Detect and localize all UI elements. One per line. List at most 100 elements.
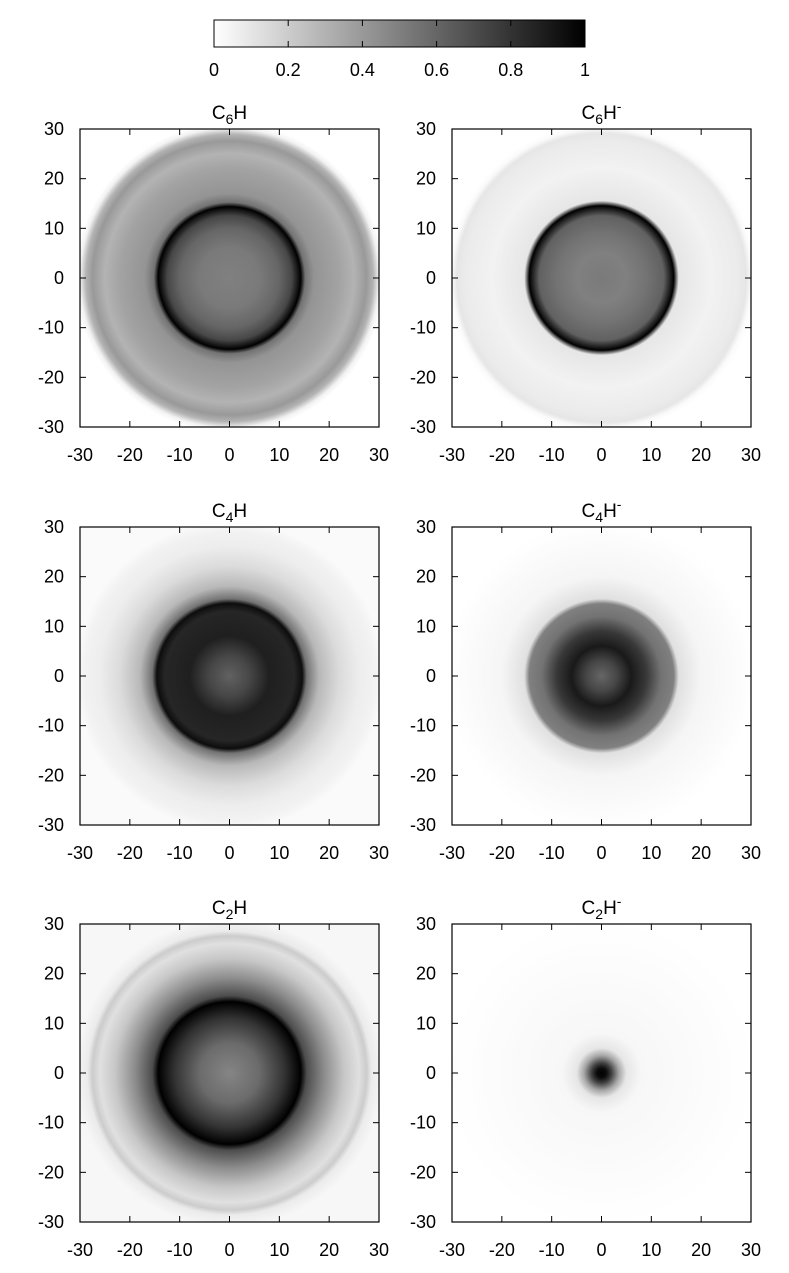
colorbar-tick-label: 1 bbox=[580, 60, 590, 80]
y-tick-label: 30 bbox=[44, 914, 64, 934]
x-tick-label: -10 bbox=[539, 445, 565, 465]
y-tick-label: -10 bbox=[38, 1113, 64, 1133]
heatmap-panel: -30 -20 -10 0 10 20 30 -30 -20 -10 0 10 20 30 C2H- bbox=[410, 893, 761, 1260]
x-tick-label: 10 bbox=[269, 843, 289, 863]
x-tick-label: 10 bbox=[269, 1240, 289, 1260]
y-tick-label: 10 bbox=[44, 616, 64, 636]
panel-title: C4H- bbox=[582, 496, 622, 525]
y-tick-label: 30 bbox=[416, 119, 436, 139]
y-tick-label: -20 bbox=[38, 367, 64, 387]
x-tick-label: 20 bbox=[319, 445, 339, 465]
colorbar-tick-label: 0.4 bbox=[350, 60, 375, 80]
colorbar-tick-label: 0.8 bbox=[498, 60, 523, 80]
x-tick-label: 0 bbox=[596, 1240, 606, 1260]
x-tick-label: -20 bbox=[117, 1240, 143, 1260]
y-tick-label: -10 bbox=[38, 716, 64, 736]
x-tick-label: -20 bbox=[489, 445, 515, 465]
heatmap-panel: -30 -20 -10 0 10 20 30 -30 -20 -10 0 10 20 30 C4H- bbox=[410, 496, 761, 863]
heatmap-intensity bbox=[80, 527, 379, 825]
y-tick-label: 0 bbox=[426, 1063, 436, 1083]
heatmap-intensity bbox=[452, 527, 751, 825]
heatmap-panel: -30 -20 -10 0 10 20 30 -30 -20 -10 0 10 20 30 C6H- bbox=[410, 98, 761, 465]
y-tick-label: 0 bbox=[426, 666, 436, 686]
heatmap-panel: -30 -20 -10 0 10 20 30 -30 -20 -10 0 10 20 30 C4H bbox=[38, 501, 389, 863]
x-tick-label: -10 bbox=[167, 1240, 193, 1260]
x-tick-label: 30 bbox=[369, 843, 389, 863]
y-tick-label: -10 bbox=[410, 716, 436, 736]
y-tick-label: -30 bbox=[410, 815, 436, 835]
heatmap-intensity bbox=[452, 129, 751, 427]
y-tick-label: 30 bbox=[416, 914, 436, 934]
y-tick-label: 30 bbox=[416, 517, 436, 537]
y-tick-label: -10 bbox=[38, 318, 64, 338]
x-tick-label: 20 bbox=[691, 445, 711, 465]
x-tick-label: 10 bbox=[641, 843, 661, 863]
y-tick-label: -30 bbox=[38, 1212, 64, 1232]
x-tick-label: -30 bbox=[439, 843, 465, 863]
colorbar-tick-label: 0.6 bbox=[424, 60, 449, 80]
heatmap-panel: -30 -20 -10 0 10 20 30 -30 -20 -10 0 10 20 30 C2H bbox=[38, 898, 389, 1260]
y-tick-label: 0 bbox=[54, 666, 64, 686]
x-tick-label: -30 bbox=[439, 445, 465, 465]
x-tick-label: -30 bbox=[67, 445, 93, 465]
y-tick-label: 20 bbox=[44, 964, 64, 984]
y-tick-label: -20 bbox=[410, 1162, 436, 1182]
y-tick-label: -20 bbox=[38, 1162, 64, 1182]
x-tick-label: -10 bbox=[167, 445, 193, 465]
y-tick-label: 0 bbox=[54, 1063, 64, 1083]
y-tick-label: 10 bbox=[44, 1013, 64, 1033]
y-tick-label: -30 bbox=[38, 417, 64, 437]
y-tick-label: 20 bbox=[416, 169, 436, 189]
y-tick-label: 20 bbox=[44, 567, 64, 587]
x-tick-label: -30 bbox=[439, 1240, 465, 1260]
y-tick-label: 0 bbox=[426, 268, 436, 288]
y-tick-label: 10 bbox=[44, 218, 64, 238]
x-tick-label: 30 bbox=[741, 1240, 761, 1260]
x-tick-label: 0 bbox=[224, 445, 234, 465]
y-tick-label: -10 bbox=[410, 1113, 436, 1133]
x-tick-label: -20 bbox=[489, 843, 515, 863]
colorbar-tick-label: 0.2 bbox=[276, 60, 301, 80]
x-tick-label: 30 bbox=[369, 1240, 389, 1260]
y-tick-label: 0 bbox=[54, 268, 64, 288]
heatmap-intensity bbox=[452, 924, 751, 1222]
colorbar-gradient bbox=[213, 19, 586, 48]
y-tick-label: 10 bbox=[416, 1013, 436, 1033]
panel-title: C6H bbox=[212, 103, 247, 127]
x-tick-label: 10 bbox=[641, 1240, 661, 1260]
x-tick-label: 0 bbox=[596, 445, 606, 465]
y-tick-label: 20 bbox=[416, 567, 436, 587]
heatmap-intensity bbox=[80, 924, 379, 1222]
y-tick-label: -30 bbox=[410, 417, 436, 437]
colorbar-tick-label: 0 bbox=[209, 60, 219, 80]
x-tick-label: 0 bbox=[224, 1240, 234, 1260]
y-tick-label: 30 bbox=[44, 119, 64, 139]
x-tick-label: -10 bbox=[539, 843, 565, 863]
x-tick-label: -20 bbox=[117, 843, 143, 863]
x-tick-label: -30 bbox=[67, 1240, 93, 1260]
x-tick-label: -20 bbox=[489, 1240, 515, 1260]
panel-title: C4H bbox=[212, 501, 247, 525]
x-tick-label: 0 bbox=[224, 843, 234, 863]
heatmap-panel: -30 -20 -10 0 10 20 30 -30 -20 -10 0 10 20 30 C6H bbox=[38, 103, 389, 465]
x-tick-label: 30 bbox=[369, 445, 389, 465]
y-tick-label: -10 bbox=[410, 318, 436, 338]
x-tick-label: 20 bbox=[319, 1240, 339, 1260]
panel-title: C2H- bbox=[582, 893, 622, 922]
x-tick-label: 20 bbox=[691, 843, 711, 863]
panel-title: C2H bbox=[212, 898, 247, 922]
y-tick-label: 10 bbox=[416, 218, 436, 238]
panel-title: C6H- bbox=[582, 98, 622, 127]
x-tick-label: -30 bbox=[67, 843, 93, 863]
x-tick-label: -20 bbox=[117, 445, 143, 465]
y-tick-label: -30 bbox=[38, 815, 64, 835]
x-tick-label: -10 bbox=[167, 843, 193, 863]
y-tick-label: 10 bbox=[416, 616, 436, 636]
y-tick-label: -30 bbox=[410, 1212, 436, 1232]
x-tick-label: 10 bbox=[641, 445, 661, 465]
y-tick-label: 30 bbox=[44, 517, 64, 537]
y-tick-label: -20 bbox=[410, 765, 436, 785]
x-tick-label: 30 bbox=[741, 445, 761, 465]
